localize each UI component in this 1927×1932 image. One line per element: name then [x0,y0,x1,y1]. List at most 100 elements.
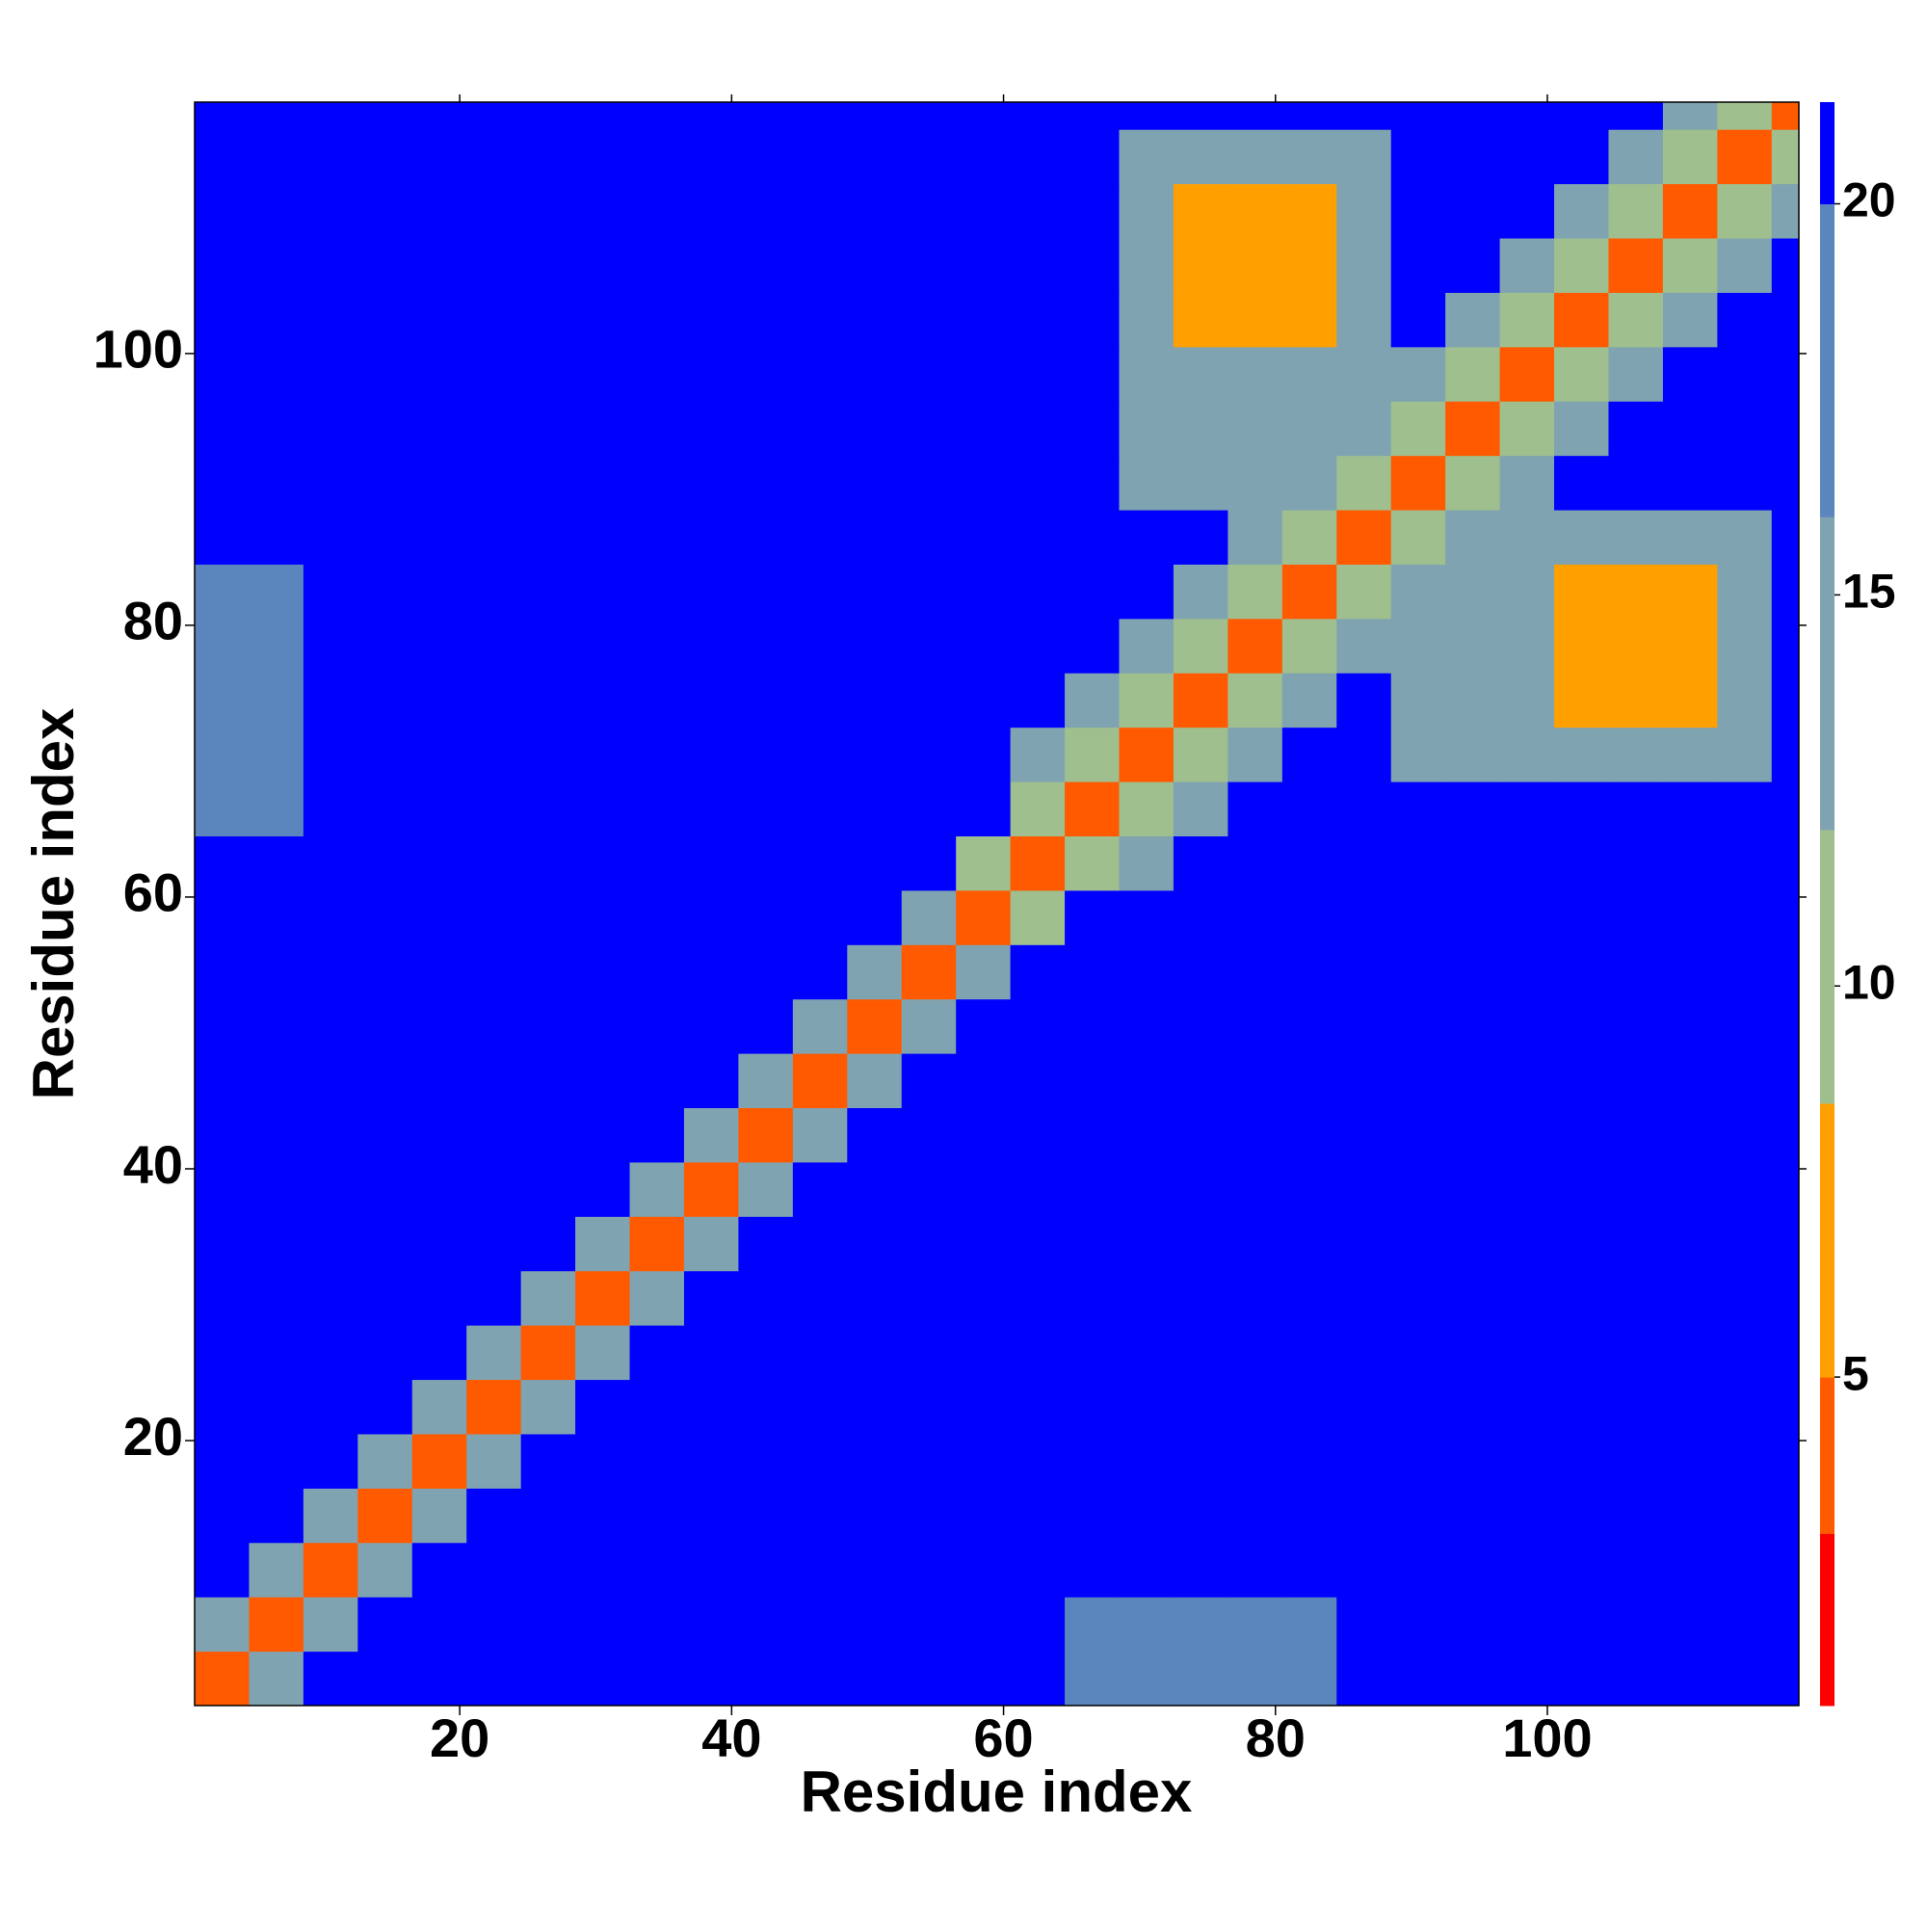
heatmap-cell [1281,1270,1337,1326]
heatmap-cell [195,102,250,130]
heatmap-cell [1119,1488,1175,1544]
heatmap-cell [1608,455,1664,511]
heatmap-cell [1173,1107,1228,1163]
heatmap-cell [792,1597,848,1653]
heatmap-cell [1065,346,1120,402]
heatmap-cell [1227,944,1283,1000]
heatmap-cell [1390,1433,1446,1489]
heatmap-cell [1554,889,1609,945]
heatmap-cell [1173,510,1228,565]
heatmap-cell [1173,401,1228,457]
heatmap-cell [520,1053,576,1109]
heatmap-cell [411,1488,467,1544]
heatmap-cell [1499,998,1555,1054]
heatmap-cell [1173,1651,1228,1706]
colorbar-tick-label: 10 [1842,955,1896,1009]
heatmap-cell [1608,1651,1664,1706]
heatmap-cell [1065,401,1120,457]
heatmap-cell [1445,727,1501,782]
heatmap-cell [466,673,522,728]
heatmap-cell [1445,401,1501,457]
heatmap-cell [847,998,903,1054]
heatmap-cell [901,102,957,130]
colorbar-tick-label: 15 [1842,565,1896,619]
heatmap-cell [1717,102,1773,130]
heatmap-cell [303,129,358,185]
heatmap-cell [466,455,522,511]
heatmap-cell [1771,781,1799,836]
heatmap-cell [1499,944,1555,1000]
heatmap-cell [303,1379,358,1435]
heatmap-cell [1336,1053,1392,1109]
heatmap-cell [1173,1597,1228,1653]
heatmap-cell [1010,1542,1066,1598]
heatmap-cell [1771,1325,1799,1381]
heatmap-cell [1390,944,1446,1000]
heatmap-cell [1390,346,1446,402]
heatmap-cell [195,129,250,185]
heatmap-cell [792,618,848,674]
heatmap-cell [411,1651,467,1706]
heatmap-cell [1173,1488,1228,1544]
heatmap-cell [901,346,957,402]
heatmap-cell [411,1053,467,1109]
heatmap-cell [466,618,522,674]
heatmap-cell [629,1053,685,1109]
heatmap-cell [738,1542,794,1598]
heatmap-cell [629,401,685,457]
heatmap-cell [901,1379,957,1435]
heatmap-cell [1554,292,1609,348]
heatmap-cell [575,727,631,782]
heatmap-cell [1065,129,1120,185]
heatmap-cell [1499,1433,1555,1489]
heatmap-cell [738,129,794,185]
heatmap-cell [411,1542,467,1598]
heatmap-cell [956,1433,1012,1489]
heatmap-cell [1554,1488,1609,1544]
heatmap-cell [1771,183,1799,239]
heatmap-cell [901,510,957,565]
heatmap-cell [249,401,304,457]
heatmap-cell [1065,238,1120,293]
heatmap-cell [1390,1651,1446,1706]
heatmap-cell [1554,1161,1609,1217]
heatmap-cell [411,1216,467,1272]
heatmap-cell [195,835,250,891]
y-tick-label: 60 [123,862,183,923]
heatmap-cell [1227,727,1283,782]
heatmap-cell [195,1542,250,1598]
heatmap-cell [1173,835,1228,891]
heatmap-cell [303,292,358,348]
heatmap-cell [847,781,903,836]
heatmap-cell [1608,1325,1664,1381]
heatmap-cell [466,944,522,1000]
heatmap-cell [1336,1488,1392,1544]
heatmap-cell [1608,510,1664,565]
heatmap-cell [792,564,848,620]
heatmap-cell [1336,727,1392,782]
heatmap-cell [249,1216,304,1272]
heatmap-cell [249,129,304,185]
heatmap-cell [1771,1270,1799,1326]
heatmap-cell [901,1216,957,1272]
heatmap-cell [1717,618,1773,674]
heatmap-cell [357,1216,413,1272]
heatmap-cell [1554,401,1609,457]
heatmap-cell [683,183,739,239]
heatmap-cell [249,835,304,891]
heatmap-cell [1336,292,1392,348]
heatmap-cell [683,1107,739,1163]
heatmap-cell [466,998,522,1054]
heatmap-cell [1554,1433,1609,1489]
heatmap-cell [1336,401,1392,457]
heatmap-cell [1119,183,1175,239]
heatmap-cell [575,292,631,348]
heatmap-cell [466,510,522,565]
heatmap-cell [411,1161,467,1217]
heatmap-cell [1662,1270,1718,1326]
heatmap-cell [1499,781,1555,836]
heatmap-cell [520,238,576,293]
heatmap-cell [792,998,848,1054]
heatmap-cell [683,564,739,620]
